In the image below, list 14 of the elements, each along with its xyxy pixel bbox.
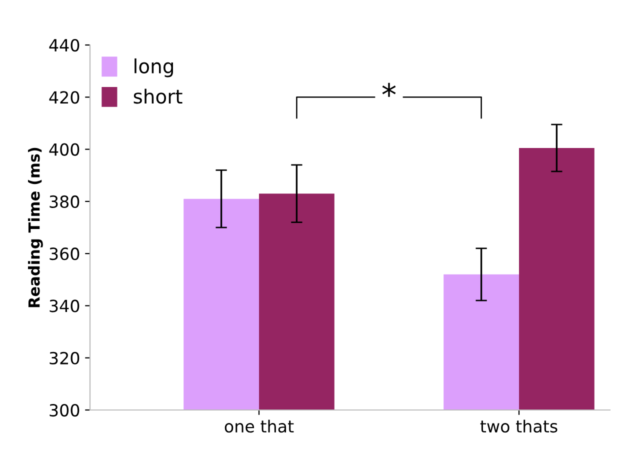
legend-label: long — [134, 58, 173, 78]
y-tick-label: 340 — [50, 300, 80, 312]
y-tick-label: 300 — [50, 404, 80, 417]
y-tick-label: 380 — [50, 195, 80, 208]
legend-label: short — [134, 88, 182, 104]
y-tick-label: 320 — [50, 352, 80, 364]
x-tick-label: two thats — [480, 420, 558, 433]
y-tick-label: 360 — [50, 248, 80, 260]
y-axis-title: Reading Time (ms) — [28, 148, 43, 308]
y-tick-label: 440 — [49, 38, 80, 52]
y-tick-label: 400 — [49, 143, 80, 156]
annotation: * — [382, 82, 396, 97]
x-tick-label: one that — [224, 420, 294, 433]
y-tick-label: 420 — [49, 91, 80, 104]
